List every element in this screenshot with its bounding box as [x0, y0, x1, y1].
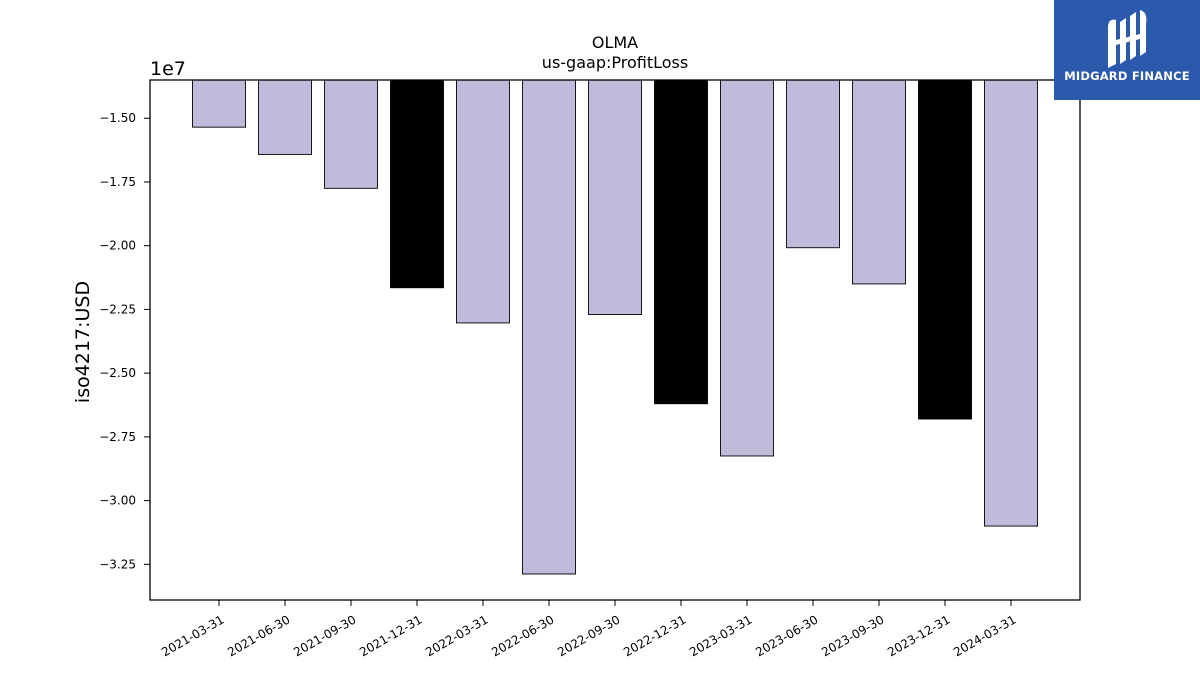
x-tick-label: 2021-06-30	[225, 612, 292, 659]
plot-frame	[149, 79, 1081, 601]
bar-2022-03-31	[456, 79, 510, 324]
x-tick-label: 2024-03-31	[951, 612, 1018, 659]
x-tick-label: 2023-12-31	[885, 612, 952, 659]
x-tick-label: 2023-06-30	[753, 612, 820, 659]
y-tick-label: −3.25	[99, 557, 136, 571]
bar-2023-09-30	[852, 79, 906, 285]
bar-2023-06-30	[786, 79, 840, 249]
x-tick-label: 2022-03-31	[423, 612, 490, 659]
y-offset-label: 1e7	[150, 58, 186, 80]
x-tick-label: 2022-09-30	[555, 612, 622, 659]
bar-2022-06-30	[522, 79, 576, 575]
bar-2023-03-31	[720, 79, 774, 457]
x-tick-label: 2023-03-31	[687, 612, 754, 659]
midgard-finance-logo: MIDGARD FINANCE	[1054, 0, 1200, 100]
bar-2022-12-31	[654, 79, 708, 405]
chart-title: OLMA	[592, 33, 638, 52]
bar-2021-12-31	[390, 79, 444, 289]
y-tick-label: −2.25	[99, 302, 136, 316]
x-tick-label: 2021-03-31	[159, 612, 226, 659]
chart-subtitle: us-gaap:ProfitLoss	[542, 53, 688, 72]
bars	[192, 79, 1038, 575]
x-tick-label: 2022-12-31	[621, 612, 688, 659]
y-tick-label: −3.00	[99, 494, 136, 508]
y-tick-label: −1.50	[99, 111, 136, 125]
x-ticks: 2021-03-312021-06-302021-09-302021-12-31…	[159, 600, 1019, 659]
x-tick-label: 2022-06-30	[489, 612, 556, 659]
y-tick-label: −2.75	[99, 430, 136, 444]
bar-2024-03-31	[984, 79, 1038, 527]
x-tick-label: 2021-12-31	[357, 612, 424, 659]
y-ticks: −1.50 −1.75 −2.00 −2.25 −2.50 −2.75 −3.00 −3.25	[99, 111, 150, 571]
y-tick-label: −2.50	[99, 366, 136, 380]
midgard-logo-icon	[1108, 10, 1147, 68]
x-tick-label: 2023-09-30	[819, 612, 886, 659]
logo-text: MIDGARD FINANCE	[1064, 69, 1190, 83]
bar-2022-09-30	[588, 79, 642, 315]
y-axis-label: iso4217:USD	[72, 281, 94, 403]
bar-2023-12-31	[918, 79, 972, 420]
x-tick-label: 2021-09-30	[291, 612, 358, 659]
bar-2021-06-30	[258, 79, 312, 155]
y-tick-label: −1.75	[99, 175, 136, 189]
bar-2021-03-31	[192, 79, 246, 128]
bar-2021-09-30	[324, 79, 378, 189]
y-tick-label: −2.00	[99, 239, 136, 253]
